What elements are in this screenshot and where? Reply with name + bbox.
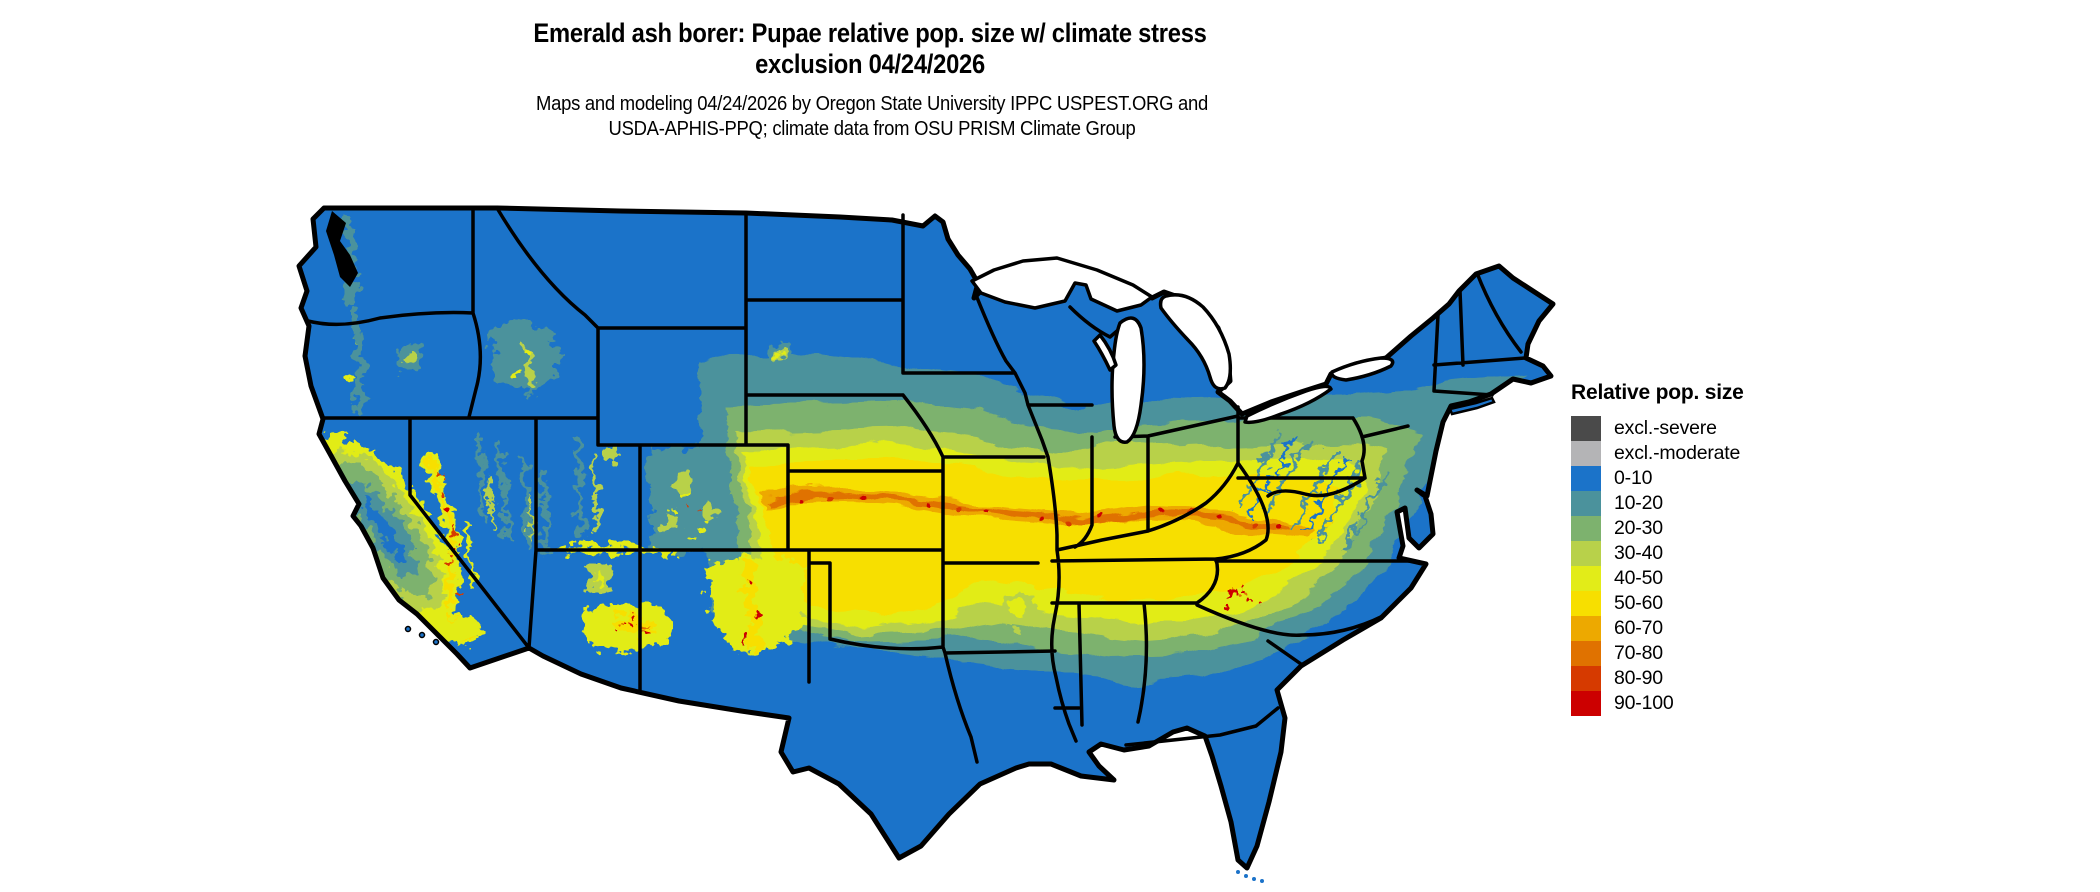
legend-label: excl.-severe: [1614, 417, 1717, 439]
page-title: Emerald ash borer: Pupae relative pop. s…: [104, 18, 1635, 80]
legend-label: 20-30: [1614, 517, 1663, 539]
legend-label: 80-90: [1614, 667, 1663, 689]
legend-label: 90-100: [1614, 692, 1674, 714]
legend-item: 90-100: [1571, 691, 1901, 716]
legend-swatch: [1571, 491, 1601, 516]
subtitle-line-2: USDA-APHIS-PPQ; climate data from OSU PR…: [608, 117, 1136, 140]
legend-swatch: [1571, 591, 1601, 616]
western-terrain-layer: [315, 214, 1388, 652]
legend-swatch: [1571, 541, 1601, 566]
subtitle-line-1: Maps and modeling 04/24/2026 by Oregon S…: [536, 92, 1208, 115]
legend-label: 60-70: [1614, 617, 1663, 639]
legend-label: 30-40: [1614, 542, 1663, 564]
us-choropleth-map: [280, 195, 1570, 892]
legend-label: 10-20: [1614, 492, 1663, 514]
legend-item: 0-10: [1571, 466, 1901, 491]
lake-michigan-shape: [1110, 316, 1146, 444]
legend-item: 20-30: [1571, 516, 1901, 541]
title-line-1: Emerald ash borer: Pupae relative pop. s…: [533, 18, 1207, 48]
legend-item: excl.-severe: [1571, 416, 1901, 441]
legend-item: 40-50: [1571, 566, 1901, 591]
lake-erie-shape: [1243, 384, 1333, 425]
legend-item: excl.-moderate: [1571, 441, 1901, 466]
legend-item: 60-70: [1571, 616, 1901, 641]
lake-ontario-shape: [1330, 356, 1395, 382]
great-lakes: [970, 256, 1395, 444]
lake-huron-shape: [1158, 293, 1233, 391]
legend-label: 0-10: [1614, 467, 1653, 489]
legend-swatch: [1571, 666, 1601, 691]
legend-item: 80-90: [1571, 666, 1901, 691]
legend-item: 10-20: [1571, 491, 1901, 516]
legend-swatch: [1571, 516, 1601, 541]
legend-item: 70-80: [1571, 641, 1901, 666]
legend-label: 40-50: [1614, 567, 1663, 589]
legend-swatch: [1571, 566, 1601, 591]
green-bay-shape: [1092, 333, 1118, 372]
legend-title: Relative pop. size: [1571, 381, 1744, 404]
title-line-2: exclusion 04/24/2026: [755, 49, 985, 79]
legend-label: 70-80: [1614, 642, 1663, 664]
legend-item: 30-40: [1571, 541, 1901, 566]
puget-sound-shape: [326, 211, 358, 287]
subtitle: Maps and modeling 04/24/2026 by Oregon S…: [87, 91, 1657, 141]
legend-swatch: [1571, 441, 1601, 466]
map-legend: Relative pop. size excl.-severe excl.-mo…: [1571, 381, 1901, 716]
legend-label: excl.-moderate: [1614, 442, 1741, 464]
coastal-islands: [404, 396, 1496, 883]
us-map-svg: [296, 205, 1556, 883]
legend-swatch: [1571, 466, 1601, 491]
legend-label: 50-60: [1614, 592, 1663, 614]
legend-swatch: [1571, 641, 1601, 666]
legend-swatch: [1571, 416, 1601, 441]
lake-superior-shape: [970, 256, 1154, 313]
legend-swatch: [1571, 691, 1601, 716]
state-borders: [296, 205, 1556, 871]
legend-swatch: [1571, 616, 1601, 641]
legend-item: 50-60: [1571, 591, 1901, 616]
